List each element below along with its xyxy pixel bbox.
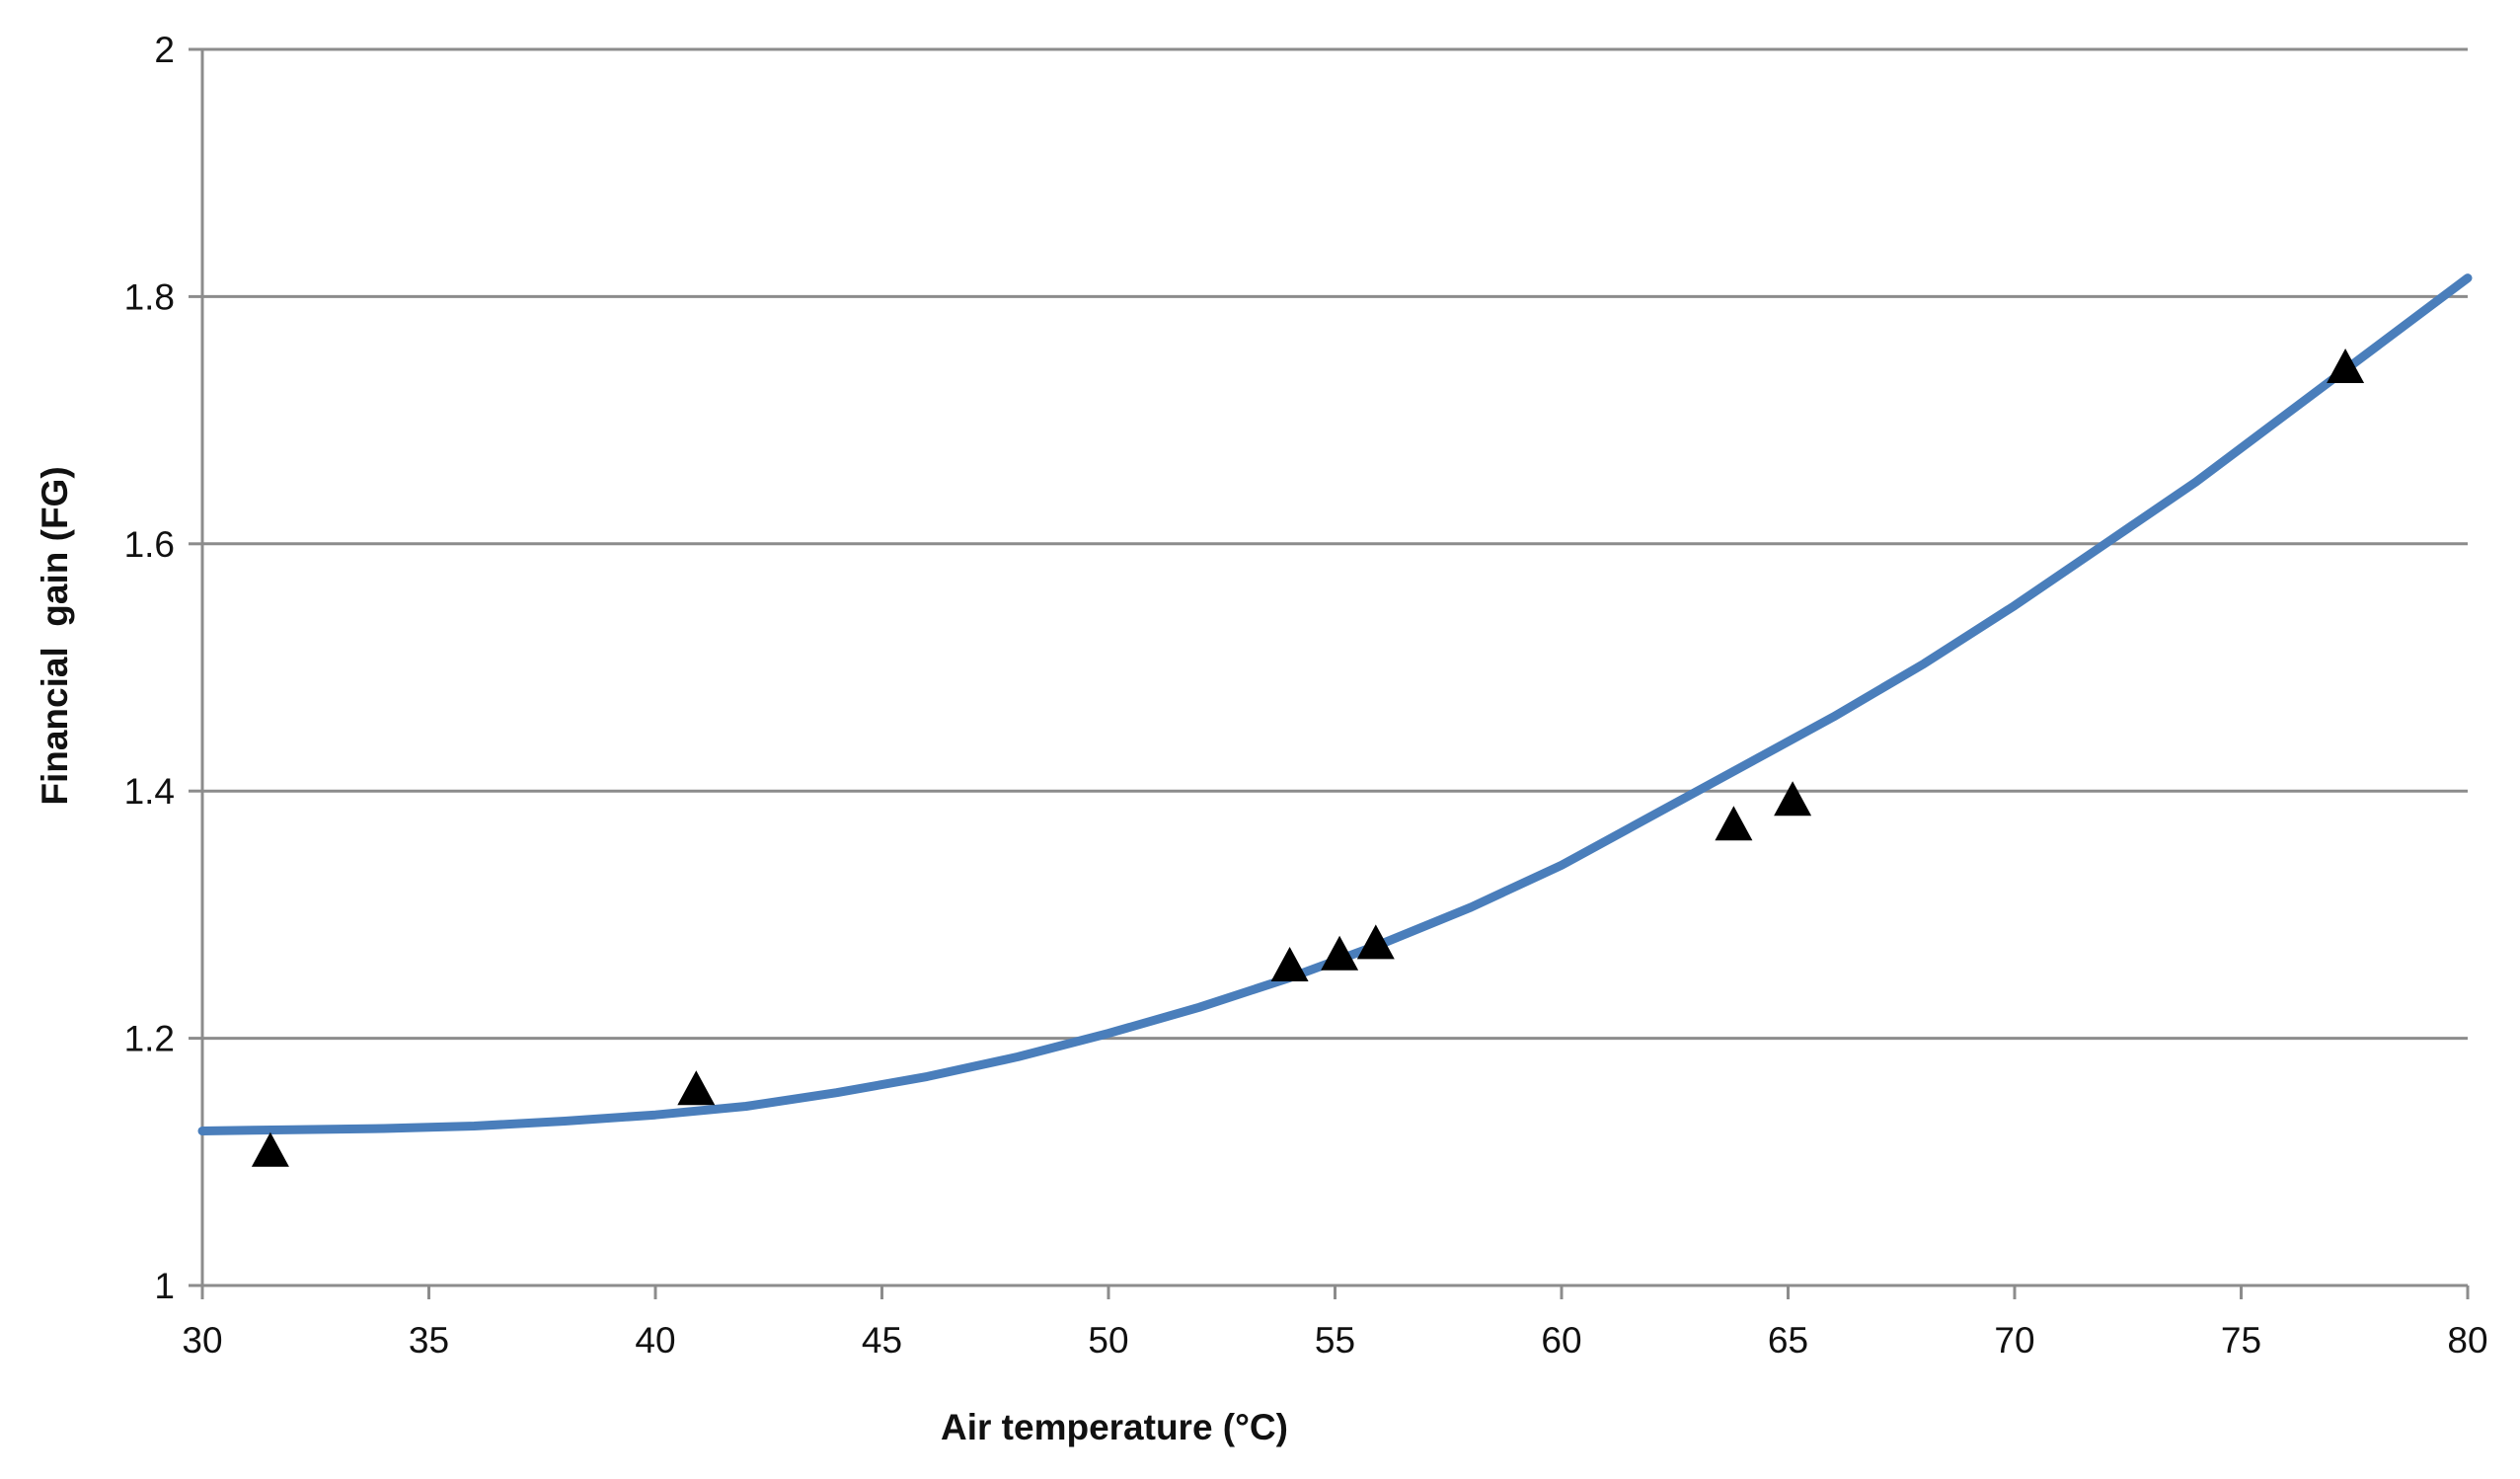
data-point-triangle [1270,947,1309,981]
x-tick-label: 30 [182,1320,222,1361]
data-point-triangle [1715,806,1753,841]
x-tick-label: 80 [2447,1320,2487,1361]
x-tick-label: 75 [2221,1320,2261,1361]
series-layer [197,273,2473,1167]
y-tick-label: 2 [154,30,175,70]
data-point-triangle [1356,924,1395,960]
data-point-triangle [1774,781,1812,817]
x-tick-label: 45 [862,1320,902,1361]
data-point-triangle [677,1070,716,1106]
x-tick-label: 50 [1088,1320,1128,1361]
y-tick-label: 1.6 [124,524,175,565]
y-tick-label: 1.8 [124,276,175,317]
tick-label-layer: 1 1.2 1.4 1.6 1.8 2 30 35 40 45 50 55 60 65 70 75 80 [124,30,2488,1361]
x-tick-label: 70 [1994,1320,2034,1361]
y-tick-label: 1 [154,1266,175,1306]
x-axis-title: Air temperature (°C) [941,1407,1288,1447]
grid-layer [202,47,2468,1041]
x-tick-label: 60 [1541,1320,1581,1361]
x-tick-label: 55 [1315,1320,1355,1361]
x-tick-label: 40 [635,1320,675,1361]
y-tick-label: 1.2 [124,1019,175,1059]
data-point-triangle [2327,349,2365,383]
axis-layer [189,47,2470,1299]
data-point-triangle [251,1131,289,1167]
y-axis-title: Financial gain (FG) [35,466,75,805]
x-tick-label: 65 [1768,1320,1808,1361]
x-tick-label: 35 [409,1320,449,1361]
data-point-triangle [1321,935,1359,971]
y-tick-label: 1.4 [124,771,175,812]
fit-curve [197,273,2473,1135]
